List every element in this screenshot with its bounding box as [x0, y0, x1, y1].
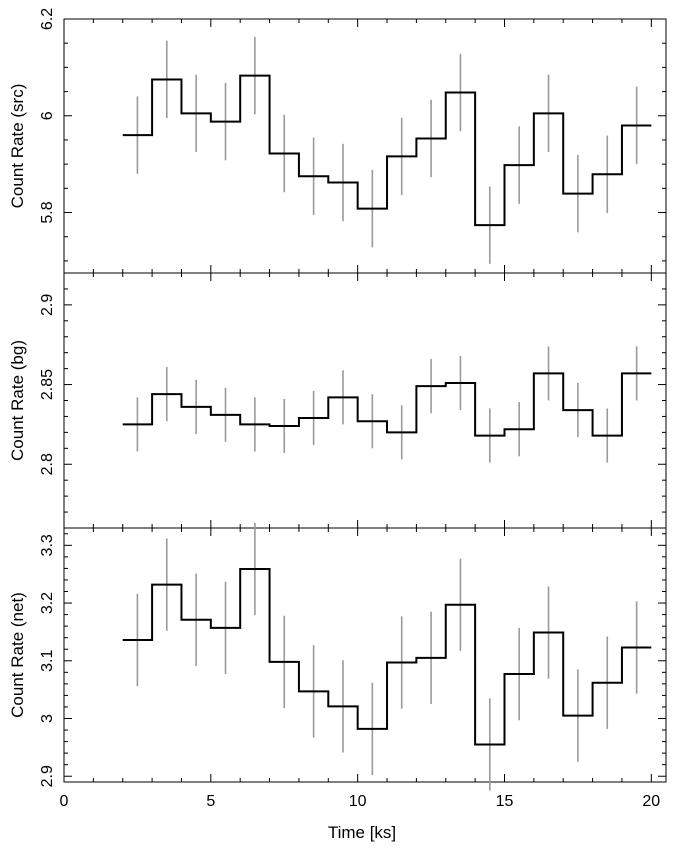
y-tick-label: 6.2 — [39, 8, 56, 30]
x-tick-label: 10 — [349, 793, 367, 810]
x-axis-title: Time [ks] — [328, 823, 396, 842]
count-rate-step-line — [122, 372, 652, 437]
y-axis-title: Count Rate (net) — [8, 592, 27, 718]
y-axis-title: Count Rate (bg) — [8, 340, 27, 461]
x-tick-label: 0 — [60, 793, 69, 810]
y-axis-title: Count Rate (src) — [8, 84, 27, 209]
x-tick-label: 15 — [496, 793, 514, 810]
y-tick-label: 6 — [39, 111, 56, 120]
panel-bg: 2.8 2.85 2.9 Count Rate (bg) — [8, 272, 667, 529]
y-tick-label: 3.3 — [39, 534, 56, 556]
x-tick-label: 20 — [642, 793, 660, 810]
y-tick-label: 2.9 — [39, 765, 56, 787]
count-rate-step-line — [122, 74, 652, 227]
y-tick-label: 3.1 — [39, 650, 56, 672]
x-tick-label: 5 — [206, 793, 215, 810]
y-tick-label: 3.2 — [39, 592, 56, 614]
count-rate-step-line — [122, 567, 652, 746]
y-tick-label: 5.8 — [39, 201, 56, 223]
y-tick-label: 2.85 — [39, 369, 56, 400]
plot-frame — [63, 18, 667, 274]
plot-frame — [63, 527, 667, 783]
y-tick-label: 2.8 — [39, 453, 56, 475]
panel-src: 5.8 6 6.2 Count Rate (src) — [8, 8, 667, 274]
y-tick-label: 2.9 — [39, 294, 56, 316]
y-tick-label: 3 — [39, 714, 56, 723]
panel-net: 2.9 3 3.1 3.2 3.3 Count Rate (net) 0 5 10 15 20 — [8, 522, 667, 810]
plot-frame — [63, 272, 667, 529]
